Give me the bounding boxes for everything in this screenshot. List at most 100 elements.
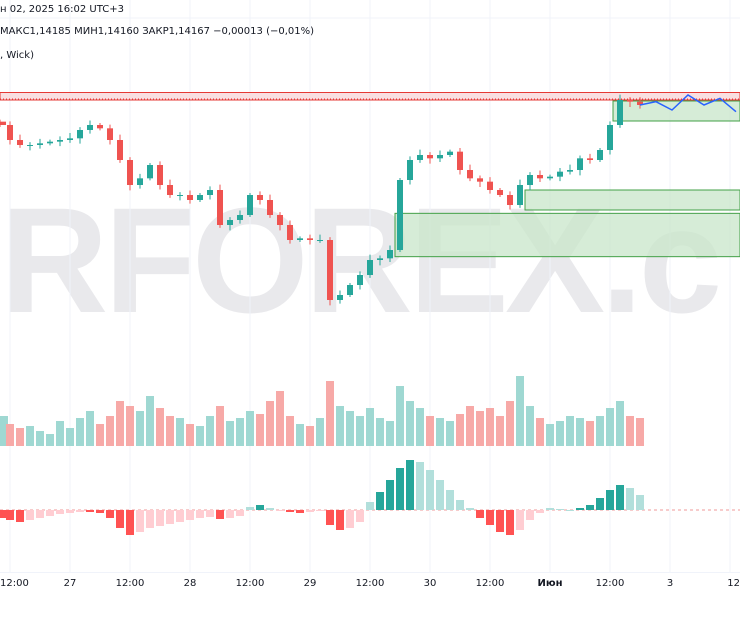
volume-bar (386, 421, 394, 446)
candle (407, 160, 413, 180)
candle (557, 171, 563, 177)
volume-bar (566, 416, 574, 446)
candle (607, 125, 613, 150)
volume-bar (236, 418, 244, 446)
volume-bar (356, 416, 364, 446)
oscillator-bar (396, 468, 404, 510)
price-chart[interactable] (0, 0, 740, 572)
time-tick: 12:00 (475, 578, 505, 589)
volume-bar (416, 408, 424, 446)
volume-bar (156, 408, 164, 446)
ohlc-legend: МАКС1,14185 МИН1,14160 ЗАКР1,14167 −0,00… (0, 26, 315, 37)
volume-bar (536, 418, 544, 446)
candle (387, 250, 393, 259)
candle (67, 138, 73, 140)
volume-bar (526, 406, 534, 446)
oscillator-bar (536, 510, 544, 513)
candle (337, 295, 343, 300)
oscillator-bar (26, 510, 34, 520)
candle (437, 155, 443, 159)
candle (497, 190, 503, 195)
oscillator-bar (546, 508, 554, 510)
candle (547, 176, 553, 179)
oscillator-bar (126, 510, 134, 535)
candle (397, 180, 403, 250)
time-tick: 12:00 (0, 578, 29, 589)
candle (127, 160, 133, 185)
volume-bar (266, 401, 274, 446)
volume-bar (176, 418, 184, 446)
candle (297, 238, 303, 240)
demand-zone (524, 189, 740, 211)
volume-bar (396, 386, 404, 446)
oscillator-bar (526, 510, 534, 520)
oscillator-bar (186, 510, 194, 520)
candle (147, 165, 153, 179)
volume-bar (96, 424, 104, 446)
oscillator-bar (76, 510, 84, 512)
oscillator-bar (216, 510, 224, 519)
volume-bar (336, 406, 344, 446)
candle (7, 125, 13, 140)
volume-bar (0, 416, 8, 446)
candle (27, 145, 33, 146)
oscillator-bar (196, 510, 204, 518)
volume-bar (466, 406, 474, 446)
candle (627, 100, 633, 102)
candle (317, 240, 323, 241)
time-axis[interactable]: 12:00 27 12:00 28 12:00 29 12:00 30 12:00 Июн 12:0… (0, 572, 740, 595)
volume-bar (146, 396, 154, 446)
volume-bar (16, 428, 24, 446)
oscillator-bar (566, 510, 574, 511)
volume-bar (206, 416, 214, 446)
oscillator-bar (326, 510, 334, 525)
volume-bar (496, 416, 504, 446)
oscillator-bar (36, 510, 44, 518)
candle (637, 101, 643, 105)
time-tick: 28 (183, 578, 197, 589)
oscillator-bar (86, 510, 94, 512)
candle (577, 158, 583, 170)
candle (587, 158, 593, 160)
candle (137, 178, 143, 185)
candle (77, 130, 83, 139)
oscillator-bar (206, 510, 214, 517)
candle (487, 181, 493, 190)
candle (307, 238, 313, 240)
candle (327, 240, 333, 300)
candle (237, 215, 243, 220)
oscillator-bar (166, 510, 174, 524)
candle (37, 143, 43, 145)
oscillator-bar (456, 500, 464, 510)
candle (347, 285, 353, 295)
volume-bar (626, 416, 634, 446)
volume-bar (296, 424, 304, 446)
candle (617, 100, 623, 125)
time-tick: 3 (666, 578, 674, 589)
indicator-legend: , Wick) (0, 50, 34, 61)
time-tick: 12:00 (355, 578, 385, 589)
volume-bar (326, 381, 334, 446)
oscillator-bar (0, 510, 8, 518)
oscillator-bar (636, 495, 644, 510)
oscillator-bar (316, 510, 324, 511)
demand-zone (394, 212, 740, 258)
candle (417, 155, 423, 160)
candle (377, 258, 383, 260)
oscillator-bar (46, 510, 54, 516)
oscillator-bar (556, 509, 564, 510)
volume-bar (36, 431, 44, 446)
time-tick: 30 (423, 578, 437, 589)
oscillator-bar (356, 510, 364, 522)
candle (567, 170, 573, 172)
candle (187, 195, 193, 200)
oscillator-bar (336, 510, 344, 530)
time-tick: 29 (303, 578, 317, 589)
oscillator-bar (596, 498, 604, 510)
candle (447, 151, 453, 155)
candle (597, 150, 603, 160)
oscillator-bar (56, 510, 64, 514)
candle (257, 195, 263, 200)
candle (467, 170, 473, 179)
volume-bar (606, 408, 614, 446)
